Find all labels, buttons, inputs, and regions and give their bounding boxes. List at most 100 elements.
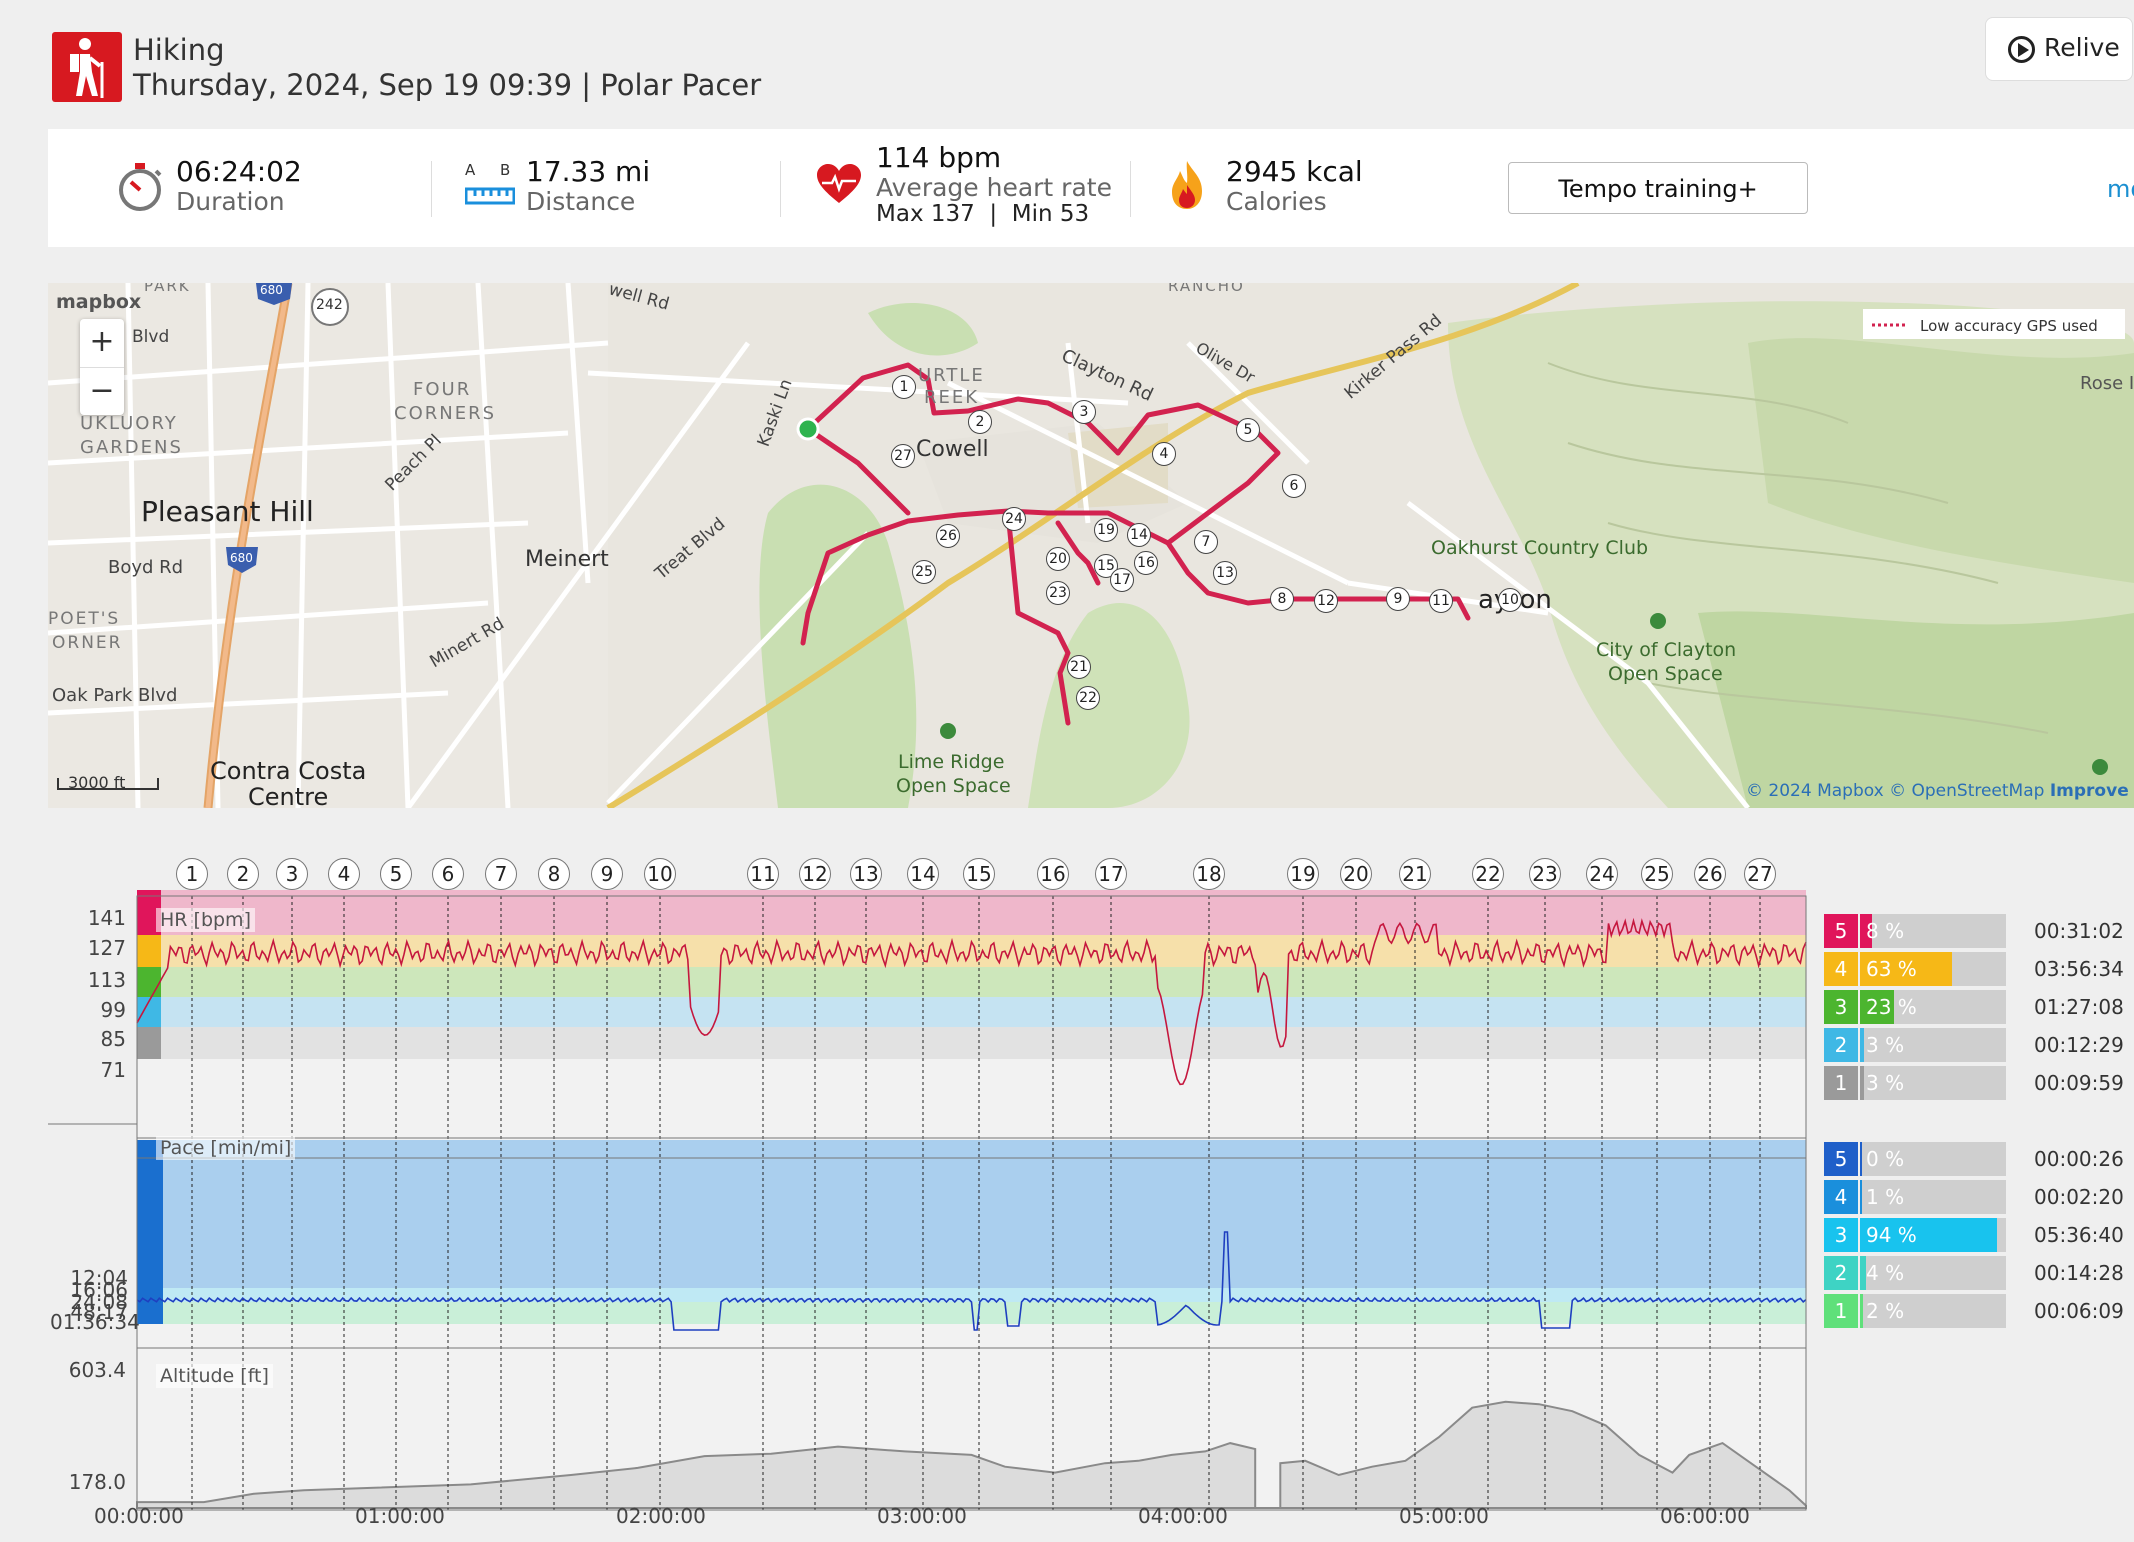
- pace-zone-bar: [1860, 1218, 1998, 1252]
- lap-number-21[interactable]: 21: [1399, 858, 1431, 890]
- route-marker-5[interactable]: 5: [1236, 418, 1260, 442]
- lap-number-8[interactable]: 8: [538, 858, 570, 890]
- route-marker-20[interactable]: 20: [1046, 547, 1070, 571]
- lap-number-10[interactable]: 10: [644, 858, 676, 890]
- play-icon: [2008, 36, 2035, 63]
- hr-zone-bar-bg: [1860, 1066, 2006, 1100]
- training-benefit-button[interactable]: Tempo training+: [1508, 162, 1808, 214]
- hr-tick: 99: [100, 998, 126, 1022]
- map-label-lime-ridge: Open Space: [896, 775, 1011, 797]
- route-marker-4[interactable]: 4: [1152, 442, 1176, 466]
- session-subtitle: Thursday, 2024, Sep 19 09:39 | Polar Pac…: [133, 68, 762, 102]
- hr-chart-title: HR [bpm]: [156, 908, 255, 932]
- route-marker-19[interactable]: 19: [1094, 518, 1118, 542]
- pace-zone-bar-bg: [1860, 1142, 2006, 1176]
- hr-zone-bar: [1860, 1066, 1865, 1100]
- attribution-osm[interactable]: © OpenStreetMap: [1889, 781, 2045, 801]
- lap-number-5[interactable]: 5: [380, 858, 412, 890]
- route-marker-26[interactable]: 26: [936, 524, 960, 548]
- lap-number-25[interactable]: 25: [1641, 858, 1673, 890]
- lap-number-18[interactable]: 18: [1193, 858, 1225, 890]
- route-map[interactable]: mapbox Low accuracy GPS used 3000 ft © 2…: [48, 283, 2134, 808]
- route-marker-21[interactable]: 21: [1067, 655, 1091, 679]
- route-marker-15[interactable]: 15: [1094, 554, 1118, 578]
- lap-number-4[interactable]: 4: [328, 858, 360, 890]
- map-label-four-corners: CORNERS: [394, 403, 497, 424]
- pace-chart-title: Pace [min/mi]: [156, 1136, 296, 1160]
- map-legend: Low accuracy GPS used: [1920, 317, 2098, 335]
- route-marker-25[interactable]: 25: [912, 560, 936, 584]
- hr-zone-time: 01:27:08: [2034, 995, 2124, 1019]
- pace-zone-bar-bg: [1860, 1256, 2006, 1290]
- distance-label: Distance: [526, 187, 636, 216]
- map-label-city-of-clayton: City of Clayton: [1596, 639, 1737, 661]
- route-marker-22[interactable]: 22: [1076, 686, 1100, 710]
- lap-number-16[interactable]: 16: [1037, 858, 1069, 890]
- attribution-improve[interactable]: Improve t: [2049, 781, 2134, 801]
- lap-number-6[interactable]: 6: [432, 858, 464, 890]
- lap-number-13[interactable]: 13: [850, 858, 882, 890]
- lap-number-20[interactable]: 20: [1340, 858, 1372, 890]
- lap-number-1[interactable]: 1: [176, 858, 208, 890]
- activity-charts[interactable]: [0, 860, 2134, 1542]
- lap-number-14[interactable]: 14: [907, 858, 939, 890]
- hr-zone-band-3: [137, 967, 1806, 997]
- pace-tick: 01:36:34: [50, 1310, 140, 1334]
- pace-zone-bar: [1860, 1256, 1866, 1290]
- map-attribution[interactable]: © 2024 Mapbox © OpenStreetMap Improve t: [1746, 781, 2134, 801]
- lap-number-9[interactable]: 9: [591, 858, 623, 890]
- hr-tick: 127: [87, 936, 126, 960]
- route-marker-14[interactable]: 14: [1127, 523, 1151, 547]
- route-marker-10[interactable]: 10: [1498, 588, 1522, 612]
- route-marker-13[interactable]: 13: [1213, 561, 1237, 585]
- route-marker-2[interactable]: 2: [968, 410, 992, 434]
- pace-zone-band-3: [137, 1140, 1806, 1288]
- lap-number-15[interactable]: 15: [963, 858, 995, 890]
- time-tick: 01:00:00: [355, 1504, 445, 1528]
- pace-zone-row-5: 5 0 % 00:00:26: [1824, 1142, 2124, 1176]
- route-marker-24[interactable]: 24: [1002, 507, 1026, 531]
- lap-number-11[interactable]: 11: [747, 858, 779, 890]
- route-marker-3[interactable]: 3: [1072, 400, 1096, 424]
- lap-number-12[interactable]: 12: [799, 858, 831, 890]
- hr-line: [136, 917, 1807, 1086]
- route-marker-9[interactable]: 9: [1386, 587, 1410, 611]
- route-marker-6[interactable]: 6: [1282, 474, 1306, 498]
- pace-zone-percent: 1 %: [1866, 1185, 1905, 1209]
- attribution-mapbox[interactable]: © 2024 Mapbox: [1746, 781, 1884, 801]
- lap-number-17[interactable]: 17: [1095, 858, 1127, 890]
- mapbox-logo[interactable]: mapbox: [56, 291, 142, 313]
- lap-number-26[interactable]: 26: [1694, 858, 1726, 890]
- hiking-icon: [52, 32, 122, 102]
- lap-number-27[interactable]: 27: [1744, 858, 1776, 890]
- map-label-rancho: RANCHO: [1168, 283, 1245, 295]
- route-marker-27[interactable]: 27: [891, 444, 915, 468]
- relive-button[interactable]: Relive: [1985, 17, 2133, 81]
- route-marker-16[interactable]: 16: [1134, 551, 1158, 575]
- route-marker-7[interactable]: 7: [1194, 530, 1218, 554]
- lap-number-7[interactable]: 7: [485, 858, 517, 890]
- route-marker-12[interactable]: 12: [1314, 589, 1338, 613]
- lap-number-2[interactable]: 2: [227, 858, 259, 890]
- pace-tick: 16:06: [70, 1278, 128, 1302]
- hr-zone-bar: [1860, 952, 1952, 986]
- hr-zone-band-2: [137, 997, 1806, 1027]
- route-marker-1[interactable]: 1: [892, 375, 916, 399]
- more-link[interactable]: mo: [2107, 175, 2134, 203]
- route-marker-11[interactable]: 11: [1429, 589, 1453, 613]
- zoom-out-button[interactable]: −: [89, 373, 115, 408]
- pace-zone-bar-bg: [1860, 1180, 2006, 1214]
- hr-zone-time: 00:12:29: [2034, 1033, 2124, 1057]
- lap-number-19[interactable]: 19: [1287, 858, 1319, 890]
- hr-zone-percent: 8 %: [1866, 919, 1905, 943]
- route-marker-8[interactable]: 8: [1270, 587, 1294, 611]
- route-marker-17[interactable]: 17: [1110, 568, 1134, 592]
- hr-zone-marker-3: [137, 967, 161, 997]
- lap-number-3[interactable]: 3: [276, 858, 308, 890]
- lap-number-24[interactable]: 24: [1586, 858, 1618, 890]
- lap-number-23[interactable]: 23: [1529, 858, 1561, 890]
- zoom-in-button[interactable]: +: [80, 319, 124, 368]
- pace-tick: 48:17: [70, 1300, 128, 1324]
- lap-number-22[interactable]: 22: [1472, 858, 1504, 890]
- route-marker-23[interactable]: 23: [1046, 581, 1070, 605]
